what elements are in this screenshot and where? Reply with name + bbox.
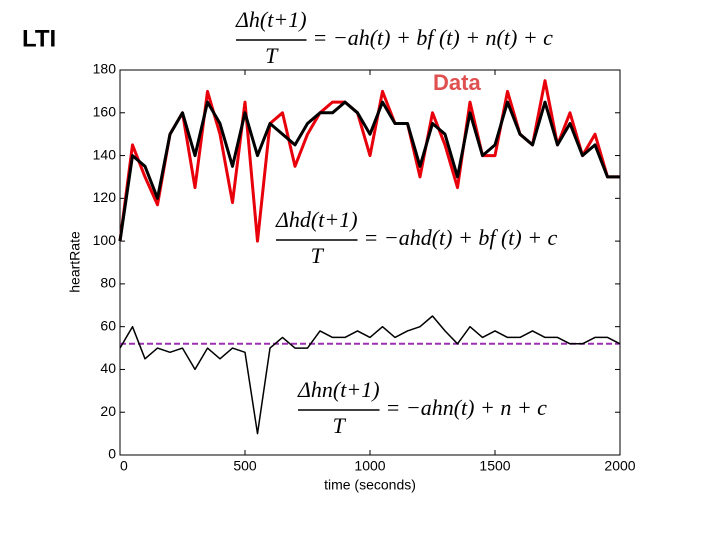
y-tick-label: 160 bbox=[93, 103, 117, 119]
y-tick-label: 60 bbox=[100, 317, 116, 333]
y-tick-label: 80 bbox=[100, 275, 116, 291]
equation-rhs: = −ah(t) + bf (t) + n(t) + c bbox=[313, 25, 554, 50]
data-annotation: Data bbox=[433, 70, 481, 95]
y-tick-label: 100 bbox=[93, 232, 117, 248]
x-tick-label: 0 bbox=[120, 458, 128, 474]
equation-rhs: = −ahd(t) + bf (t) + c bbox=[364, 225, 558, 250]
series-line bbox=[118, 100, 620, 242]
y-tick-label: 180 bbox=[93, 61, 117, 77]
equation-denominator: T bbox=[265, 43, 279, 68]
x-tick-label: 1000 bbox=[354, 458, 385, 474]
y-tick-label: 40 bbox=[100, 360, 116, 376]
y-axis-label: heartRate bbox=[67, 231, 83, 293]
equation-rhs: = −ahn(t) + n + c bbox=[386, 395, 548, 420]
equation-denominator: T bbox=[333, 413, 347, 438]
equation-numerator: Δh(t+1) bbox=[235, 7, 307, 32]
equation-denominator: T bbox=[311, 243, 325, 268]
x-axis-label: time (seconds) bbox=[324, 477, 416, 493]
y-tick-label: 140 bbox=[93, 146, 117, 162]
x-tick-label: 2000 bbox=[604, 458, 635, 474]
y-tick-label: 120 bbox=[93, 189, 117, 205]
y-tick-label: 0 bbox=[108, 446, 116, 462]
series-line bbox=[119, 315, 621, 435]
y-tick-label: 20 bbox=[100, 403, 116, 419]
x-tick-label: 500 bbox=[233, 458, 257, 474]
equation-numerator: Δhn(t+1) bbox=[297, 377, 380, 402]
equation-numerator: Δhd(t+1) bbox=[275, 207, 358, 232]
x-tick-label: 1500 bbox=[479, 458, 510, 474]
slide-title: LTI bbox=[22, 25, 56, 52]
